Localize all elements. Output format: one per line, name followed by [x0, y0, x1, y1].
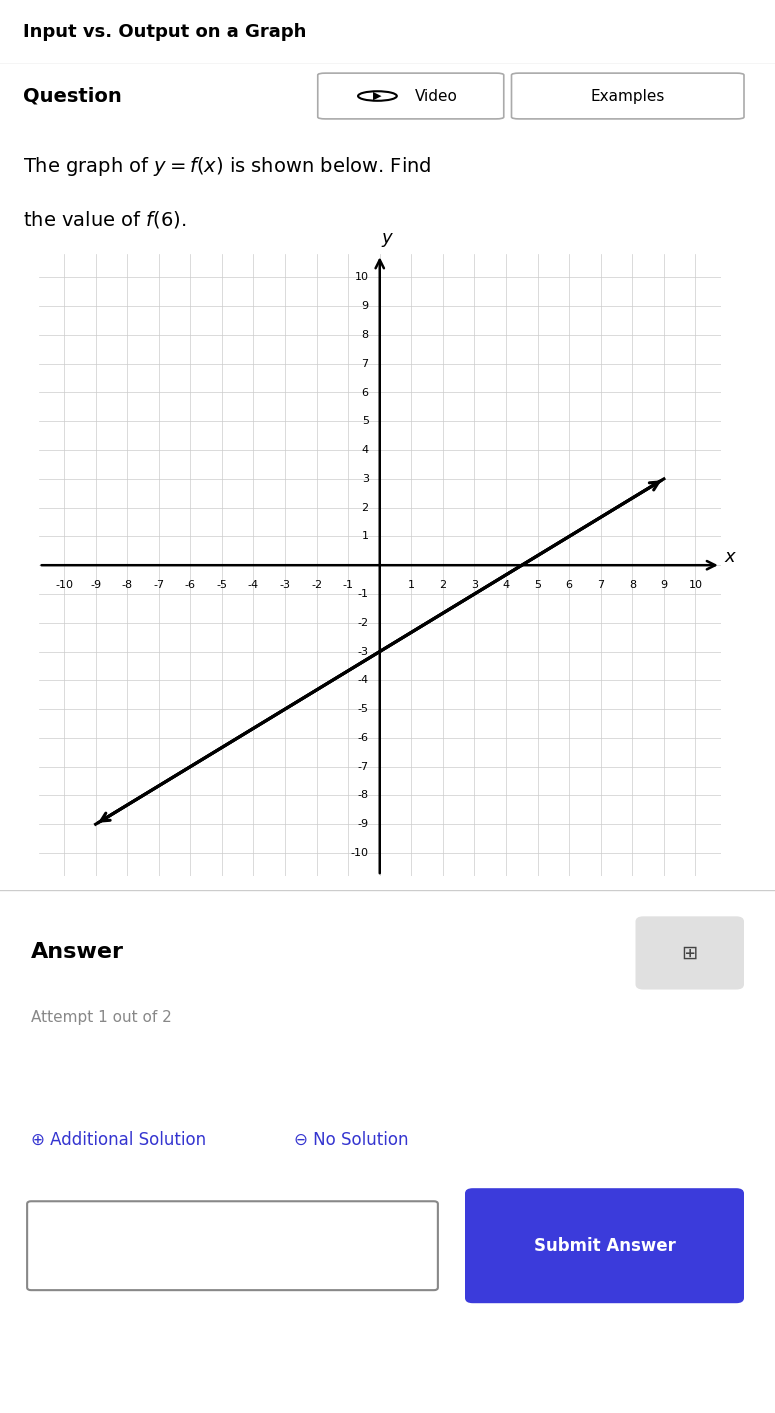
Text: -6: -6 — [184, 579, 196, 589]
Text: $y$: $y$ — [381, 230, 394, 249]
Text: ⊕ Additional Solution: ⊕ Additional Solution — [31, 1130, 206, 1149]
FancyBboxPatch shape — [512, 73, 744, 119]
Text: -4: -4 — [357, 675, 369, 685]
Text: ▶: ▶ — [374, 90, 381, 100]
Text: -8: -8 — [357, 790, 369, 801]
FancyBboxPatch shape — [318, 73, 504, 119]
Text: -10: -10 — [351, 848, 369, 858]
Text: Answer: Answer — [31, 942, 124, 962]
Text: 9: 9 — [362, 301, 369, 311]
Text: Question: Question — [23, 86, 122, 106]
Text: 1: 1 — [362, 531, 369, 541]
Text: -2: -2 — [311, 579, 322, 589]
Text: Submit Answer: Submit Answer — [533, 1236, 676, 1255]
Text: -9: -9 — [357, 820, 369, 829]
Text: 8: 8 — [629, 579, 636, 589]
Text: 6: 6 — [566, 579, 573, 589]
Text: 2: 2 — [439, 579, 446, 589]
Text: -2: -2 — [357, 617, 369, 627]
Text: ⊞: ⊞ — [681, 944, 698, 962]
FancyBboxPatch shape — [27, 1201, 438, 1290]
Text: -10: -10 — [55, 579, 73, 589]
Text: Video: Video — [415, 89, 457, 103]
Text: -5: -5 — [216, 579, 227, 589]
Text: -3: -3 — [358, 647, 369, 657]
FancyBboxPatch shape — [465, 1188, 744, 1303]
Text: -9: -9 — [90, 579, 102, 589]
Text: 7: 7 — [598, 579, 604, 589]
Text: 3: 3 — [362, 473, 369, 483]
Text: Examples: Examples — [591, 89, 665, 103]
Text: 4: 4 — [362, 445, 369, 455]
Text: 8: 8 — [362, 329, 369, 341]
Text: -6: -6 — [358, 733, 369, 743]
Text: 10: 10 — [688, 579, 702, 589]
Text: 1: 1 — [408, 579, 415, 589]
Text: 7: 7 — [362, 359, 369, 369]
Text: 2: 2 — [362, 503, 369, 513]
Text: ⊖ No Solution: ⊖ No Solution — [294, 1130, 409, 1149]
Text: -7: -7 — [357, 762, 369, 771]
Text: -5: -5 — [358, 704, 369, 714]
Text: 3: 3 — [471, 579, 478, 589]
Text: -4: -4 — [248, 579, 259, 589]
Text: 4: 4 — [502, 579, 510, 589]
Text: -1: -1 — [358, 589, 369, 599]
Text: -1: -1 — [343, 579, 353, 589]
Text: 5: 5 — [534, 579, 541, 589]
Text: 5: 5 — [362, 417, 369, 427]
Text: 6: 6 — [362, 387, 369, 397]
Text: The graph of $y = f(x)$ is shown below. Find: The graph of $y = f(x)$ is shown below. … — [23, 155, 432, 178]
FancyBboxPatch shape — [636, 917, 744, 989]
Text: Attempt 1 out of 2: Attempt 1 out of 2 — [31, 1010, 172, 1026]
Text: the value of $f(6)$.: the value of $f(6)$. — [23, 209, 187, 229]
Text: Input vs. Output on a Graph: Input vs. Output on a Graph — [23, 23, 307, 41]
Text: -8: -8 — [122, 579, 133, 589]
Text: -3: -3 — [280, 579, 291, 589]
Text: $x$: $x$ — [724, 548, 737, 565]
Text: -7: -7 — [153, 579, 164, 589]
Text: 10: 10 — [355, 273, 369, 283]
Text: 9: 9 — [660, 579, 667, 589]
